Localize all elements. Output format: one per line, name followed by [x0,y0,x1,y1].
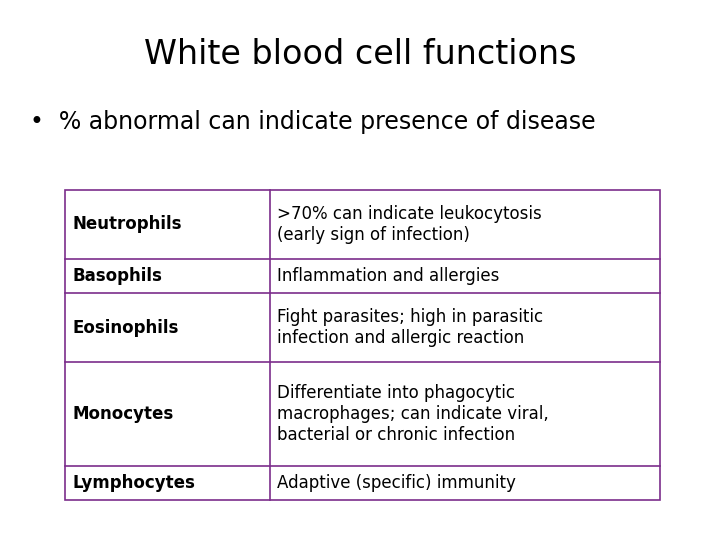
Text: Monocytes: Monocytes [72,405,174,423]
Text: Basophils: Basophils [72,267,162,285]
Text: Eosinophils: Eosinophils [72,319,179,337]
Text: Fight parasites; high in parasitic
infection and allergic reaction: Fight parasites; high in parasitic infec… [277,308,544,347]
Text: Adaptive (specific) immunity: Adaptive (specific) immunity [277,474,516,492]
Text: >70% can indicate leukocytosis
(early sign of infection): >70% can indicate leukocytosis (early si… [277,205,542,244]
Text: Differentiate into phagocytic
macrophages; can indicate viral,
bacterial or chro: Differentiate into phagocytic macrophage… [277,384,549,444]
Text: White blood cell functions: White blood cell functions [144,38,576,71]
Text: Inflammation and allergies: Inflammation and allergies [277,267,500,285]
Bar [65,190,660,500]
Text: Lymphocytes: Lymphocytes [72,474,195,492]
Text: Neutrophils: Neutrophils [72,215,181,233]
Text: •  % abnormal can indicate presence of disease: • % abnormal can indicate presence of di… [30,110,595,134]
